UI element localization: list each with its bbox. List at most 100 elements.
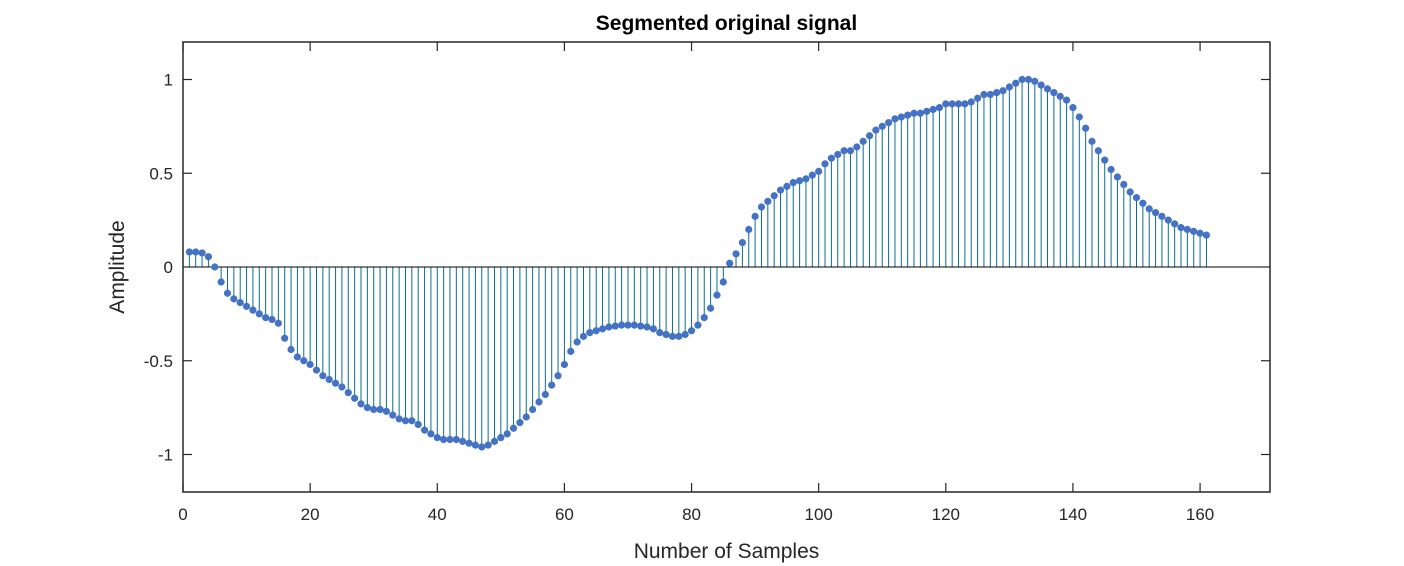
stem-marker — [834, 150, 842, 159]
stem-marker — [605, 323, 613, 331]
stem-marker — [891, 115, 899, 123]
stem-marker — [827, 154, 835, 162]
stem-marker — [535, 398, 543, 406]
x-tick-label: 100 — [804, 505, 832, 524]
stem-marker — [579, 332, 588, 340]
stem-marker — [509, 424, 518, 432]
x-tick-label: 40 — [428, 505, 447, 524]
stem-marker — [764, 197, 772, 205]
stem-marker — [643, 323, 651, 331]
stem-marker — [713, 291, 721, 299]
stem-marker — [1164, 216, 1172, 224]
stem-marker — [662, 330, 670, 339]
stem-marker — [656, 329, 664, 337]
stem-marker — [363, 404, 371, 412]
stem-marker — [986, 90, 994, 99]
stem-marker — [993, 89, 1001, 97]
stem-marker — [306, 360, 314, 369]
stem-marker — [815, 167, 823, 175]
stem-marker — [389, 411, 397, 419]
stem-marker — [344, 389, 352, 397]
stem-marker — [1069, 104, 1077, 112]
x-tick-label: 20 — [301, 505, 320, 524]
stem-marker — [1037, 81, 1045, 89]
stem-marker — [1024, 75, 1033, 84]
stem-marker — [726, 259, 734, 267]
stem-marker — [185, 248, 193, 256]
y-tick-label: 0 — [164, 258, 173, 277]
stem-marker — [1056, 92, 1064, 100]
stem-marker — [649, 325, 657, 333]
stem-marker — [217, 278, 225, 286]
stem-marker — [687, 327, 696, 335]
stem-marker — [236, 299, 244, 307]
stem-marker — [516, 419, 524, 427]
stem-marker — [331, 379, 340, 387]
stem-marker — [471, 441, 480, 449]
stem-marker — [789, 179, 797, 187]
stem-marker — [420, 426, 429, 434]
stem-marker — [675, 332, 683, 340]
stem-marker — [541, 390, 549, 399]
stem-marker — [1050, 89, 1058, 97]
stem-marker — [433, 434, 441, 442]
x-tick-label: 140 — [1059, 505, 1087, 524]
stem-marker — [198, 249, 206, 257]
stem-marker — [325, 375, 333, 384]
stem-marker — [681, 330, 689, 339]
stem-marker — [319, 372, 327, 380]
stem-marker — [611, 322, 619, 330]
stem-marker — [427, 430, 435, 438]
y-tick-label: 0.5 — [149, 164, 173, 183]
stem-marker — [1113, 173, 1122, 181]
stem-marker — [1120, 180, 1128, 189]
stem-marker — [1126, 188, 1134, 196]
stem-marker — [490, 437, 499, 445]
stem-marker — [573, 338, 581, 346]
stem-marker — [1139, 199, 1147, 207]
stem-marker — [973, 94, 982, 102]
stem-marker — [751, 212, 759, 220]
chart-title: Segmented original signal — [596, 12, 857, 35]
stem-marker — [916, 109, 924, 117]
stem-marker — [440, 435, 448, 444]
stem-marker — [1171, 220, 1179, 228]
stem-marker — [465, 439, 473, 447]
stem-marker — [529, 405, 537, 414]
stem-marker — [192, 248, 200, 256]
y-tick-label: -0.5 — [144, 352, 173, 371]
stem-marker — [357, 400, 365, 408]
stem-marker — [274, 319, 282, 327]
stem-marker — [281, 334, 289, 342]
stem-marker — [961, 100, 969, 108]
stem-marker — [840, 147, 848, 155]
stem-marker — [929, 105, 937, 114]
stem-marker — [846, 147, 855, 155]
stem-marker — [1196, 229, 1204, 237]
stem-marker — [1183, 225, 1191, 234]
stem-marker — [497, 434, 505, 442]
stem-marker — [567, 347, 575, 355]
x-tick-label: 0 — [178, 505, 187, 524]
stem-marker — [287, 345, 295, 354]
stem-marker — [935, 104, 944, 112]
stem-marker — [878, 122, 886, 130]
stem-marker — [1018, 75, 1026, 84]
stem-marker — [338, 383, 346, 391]
stem-marker — [783, 182, 791, 190]
stem-marker — [414, 420, 422, 429]
stem-marker — [408, 417, 416, 425]
stem-marker — [503, 430, 511, 438]
stem-marker — [776, 186, 785, 194]
stem-marker — [897, 113, 905, 121]
stem-marker — [204, 253, 213, 261]
stem-marker — [872, 126, 880, 134]
stem-marker — [446, 435, 454, 444]
stem-marker — [707, 304, 715, 312]
stem-marker — [732, 250, 740, 258]
stem-marker — [300, 357, 308, 365]
stem-marker — [910, 109, 918, 117]
stem-marker — [1190, 227, 1198, 235]
stem-marker — [293, 353, 302, 361]
stem-marker — [1158, 212, 1166, 220]
